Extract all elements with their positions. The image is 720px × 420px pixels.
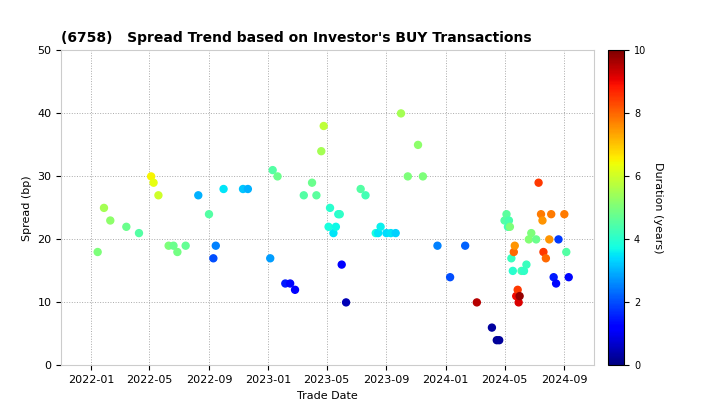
Point	[355, 186, 366, 192]
Point	[505, 255, 517, 262]
Point	[500, 211, 512, 218]
Point	[133, 230, 145, 236]
Point	[341, 299, 352, 306]
Point	[375, 223, 387, 230]
Point	[385, 230, 397, 236]
Point	[310, 192, 322, 199]
Point	[333, 211, 344, 218]
Point	[504, 223, 516, 230]
Point	[104, 217, 116, 224]
Point	[192, 192, 204, 199]
Point	[514, 293, 526, 299]
Point	[328, 230, 339, 236]
Point	[538, 249, 549, 255]
Point	[395, 110, 407, 117]
Point	[238, 186, 249, 192]
Point	[289, 286, 301, 293]
Y-axis label: Spread (bp): Spread (bp)	[22, 175, 32, 241]
Point	[402, 173, 413, 180]
Point	[372, 230, 384, 236]
Point	[471, 299, 482, 306]
Point	[381, 230, 392, 236]
Point	[510, 293, 522, 299]
Point	[509, 242, 521, 249]
X-axis label: Trade Date: Trade Date	[297, 391, 358, 401]
Point	[334, 211, 346, 218]
Point	[526, 230, 537, 236]
Point	[516, 268, 527, 274]
Point	[370, 230, 382, 236]
Point	[535, 211, 546, 218]
Point	[298, 192, 310, 199]
Point	[306, 179, 318, 186]
Point	[163, 242, 174, 249]
Point	[336, 261, 348, 268]
Point	[459, 242, 471, 249]
Point	[512, 286, 523, 293]
Point	[521, 261, 532, 268]
Point	[390, 230, 402, 236]
Point	[120, 223, 132, 230]
Point	[508, 249, 520, 255]
Point	[548, 274, 559, 281]
Point	[561, 249, 572, 255]
Point	[271, 173, 283, 180]
Point	[324, 205, 336, 211]
Point	[330, 223, 341, 230]
Point	[207, 255, 219, 262]
Point	[98, 205, 109, 211]
Point	[417, 173, 428, 180]
Point	[507, 268, 518, 274]
Point	[210, 242, 222, 249]
Point	[518, 268, 530, 274]
Point	[323, 223, 334, 230]
Point	[171, 249, 183, 255]
Point	[242, 186, 253, 192]
Point	[491, 337, 503, 344]
Point	[168, 242, 179, 249]
Point	[544, 236, 555, 243]
Text: (6758)   Spread Trend based on Investor's BUY Transactions: (6758) Spread Trend based on Investor's …	[61, 31, 532, 45]
Y-axis label: Duration (years): Duration (years)	[653, 162, 663, 254]
Point	[499, 217, 510, 224]
Point	[540, 255, 552, 262]
Point	[318, 123, 330, 129]
Point	[153, 192, 164, 199]
Point	[267, 167, 279, 173]
Point	[279, 280, 291, 287]
Point	[531, 236, 542, 243]
Point	[536, 217, 548, 224]
Point	[559, 211, 570, 218]
Point	[550, 280, 562, 287]
Point	[360, 192, 372, 199]
Point	[502, 223, 513, 230]
Point	[315, 148, 327, 155]
Point	[493, 337, 505, 344]
Point	[546, 211, 557, 218]
Point	[413, 142, 424, 148]
Point	[486, 324, 498, 331]
Point	[513, 299, 524, 306]
Point	[284, 280, 296, 287]
Point	[264, 255, 276, 262]
Point	[503, 217, 515, 224]
Point	[180, 242, 192, 249]
Point	[203, 211, 215, 218]
Point	[533, 179, 544, 186]
Point	[523, 236, 535, 243]
Point	[444, 274, 456, 281]
Point	[218, 186, 230, 192]
Point	[145, 173, 157, 180]
Point	[553, 236, 564, 243]
Point	[432, 242, 444, 249]
Point	[563, 274, 575, 281]
Point	[92, 249, 104, 255]
Point	[148, 179, 159, 186]
